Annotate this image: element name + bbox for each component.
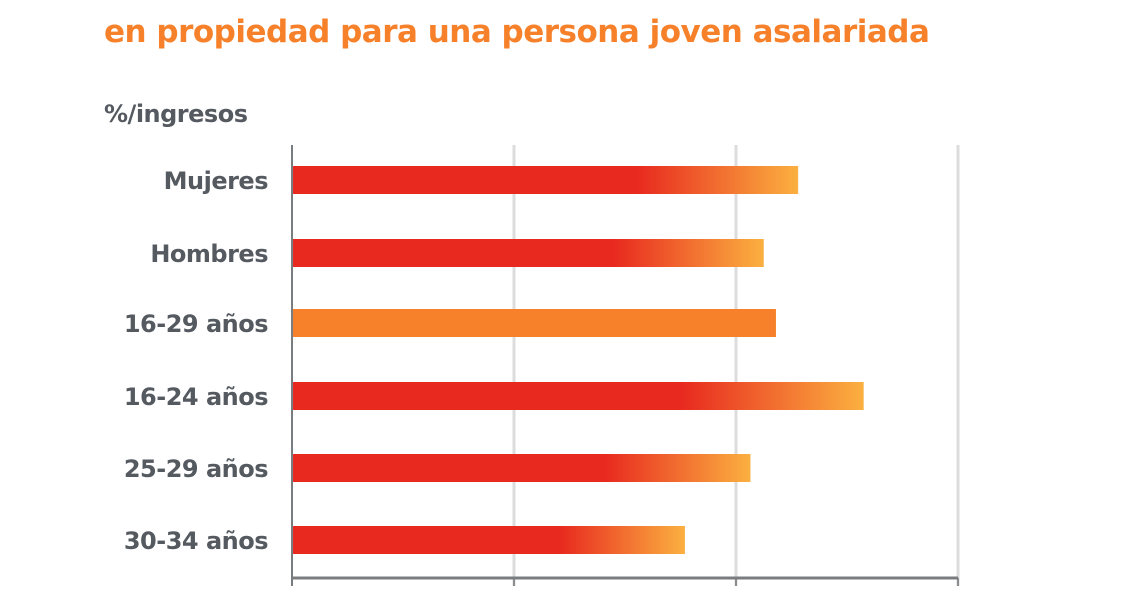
category-label: 30-34 años [124, 527, 268, 555]
bar [293, 454, 751, 482]
axis-label: %/ingresos [104, 100, 248, 128]
category-label: 25-29 años [124, 455, 268, 483]
category-label: 16-29 años [124, 310, 268, 338]
category-label: Mujeres [164, 167, 269, 195]
category-label: 16-24 años [124, 383, 268, 411]
bar [293, 239, 764, 267]
bar [293, 166, 799, 194]
chart-title: en propiedad para una persona joven asal… [104, 14, 930, 50]
bar [293, 309, 776, 337]
category-label: Hombres [150, 240, 268, 268]
bar [293, 382, 864, 410]
bar [293, 526, 685, 554]
